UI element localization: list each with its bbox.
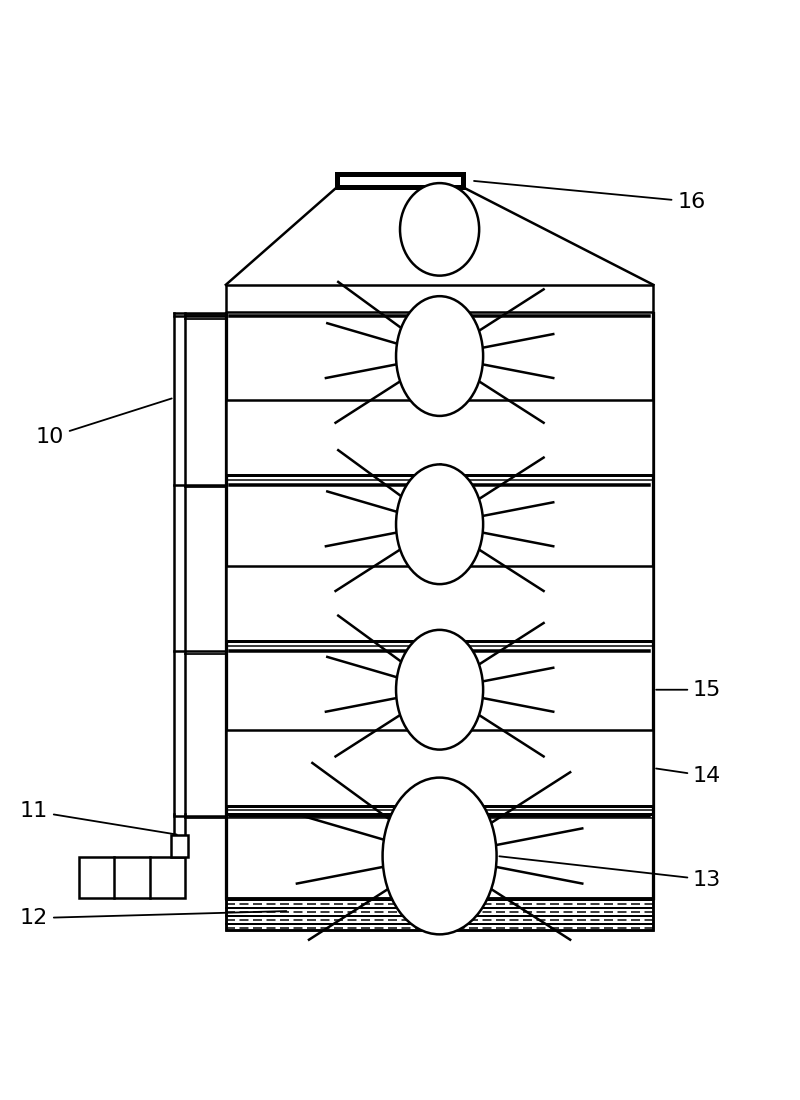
Bar [226, 899, 654, 930]
Bar [79, 857, 185, 899]
Text: 10: 10 [36, 398, 172, 448]
Bar [226, 285, 654, 312]
Ellipse shape [396, 630, 483, 749]
Ellipse shape [396, 464, 483, 584]
Text: 14: 14 [656, 766, 721, 786]
Bar [226, 399, 654, 475]
Text: 15: 15 [656, 680, 722, 700]
Bar [337, 174, 463, 187]
Text: 13: 13 [499, 856, 721, 890]
Ellipse shape [396, 296, 483, 416]
Bar [171, 835, 188, 857]
Bar [226, 730, 654, 805]
Ellipse shape [400, 183, 479, 276]
Ellipse shape [382, 778, 497, 934]
Bar [226, 565, 654, 641]
Text: 12: 12 [20, 909, 286, 928]
Bar [226, 899, 654, 930]
Text: 16: 16 [474, 182, 706, 211]
Text: 11: 11 [20, 801, 177, 835]
